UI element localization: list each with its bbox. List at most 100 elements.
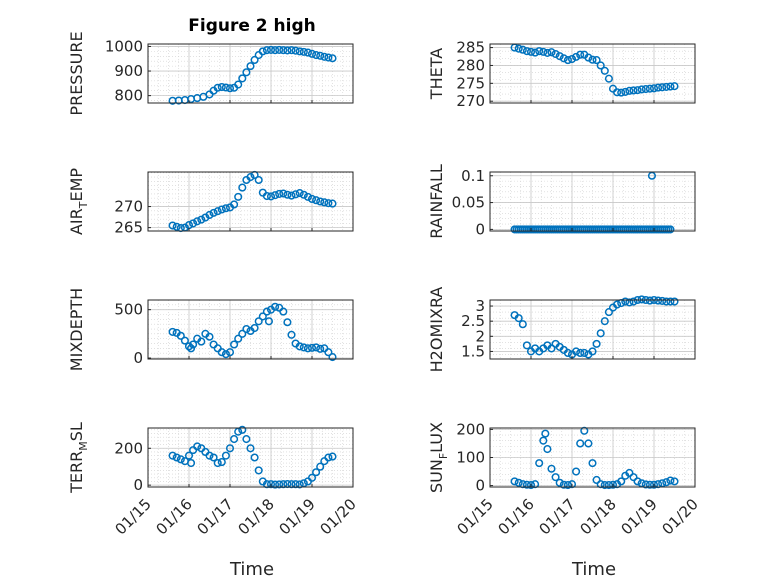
data-point <box>299 47 308 56</box>
data-point <box>307 343 317 352</box>
data-point <box>543 445 552 454</box>
data-point <box>193 442 202 451</box>
data-point <box>666 225 675 234</box>
y-axis-label: TERRMSL <box>67 422 90 494</box>
data-point <box>234 80 243 89</box>
data-point <box>205 451 214 460</box>
data-point <box>168 451 177 460</box>
data-point <box>572 467 581 476</box>
data-point <box>295 342 304 351</box>
data-point <box>254 317 263 326</box>
data-point <box>522 47 531 56</box>
x-tick-label: 01/16 <box>495 495 538 538</box>
data-point <box>287 46 296 55</box>
data-point <box>176 331 185 340</box>
x-tick-label: 01/16 <box>153 495 196 538</box>
y-tick-label: 285 <box>456 39 485 57</box>
y-tick-label: 200 <box>114 439 143 457</box>
data-point <box>547 344 556 353</box>
data-point <box>189 340 198 349</box>
data-point <box>572 52 581 61</box>
y-axis-label: PRESSURE <box>67 31 86 115</box>
axes-background <box>490 300 695 359</box>
data-point <box>588 347 597 356</box>
data-point <box>541 429 550 438</box>
data-point <box>312 196 321 205</box>
data-point <box>312 51 321 60</box>
data-point <box>271 191 280 200</box>
data-point <box>604 480 613 490</box>
data-point <box>649 480 659 489</box>
subplot-rainfall: 0 0.05 0.1 RAINFALL <box>427 164 696 239</box>
data-point <box>205 210 214 220</box>
data-point <box>567 54 577 64</box>
data-point <box>295 189 304 198</box>
data-point <box>234 334 243 343</box>
subplot-sun-flux: 0 100 200 SUNFLUX01/1501/1601/1701/1801/190… <box>427 420 702 538</box>
subplot-mixdepth: 0 500 MIXDEPTH <box>67 288 354 371</box>
data-point <box>645 480 654 489</box>
data-point <box>217 458 226 467</box>
data-point <box>621 297 630 306</box>
y-tick-label: 100 <box>456 449 485 467</box>
data-point <box>539 436 548 445</box>
data-point <box>543 48 552 57</box>
y-tick-label: 0 <box>133 349 143 367</box>
y-tick-label: 2.5 <box>461 312 485 330</box>
data-point <box>303 48 312 57</box>
data-point <box>246 444 255 453</box>
data-point <box>254 466 263 475</box>
data-point <box>328 199 337 208</box>
data-point <box>217 348 226 357</box>
data-point <box>666 476 675 485</box>
data-point <box>324 199 333 208</box>
data-point <box>658 296 667 305</box>
y-tick-label: 2 <box>475 327 485 345</box>
data-point <box>242 324 251 334</box>
data-point <box>168 327 177 336</box>
data-point <box>649 84 659 93</box>
data-point <box>279 189 288 198</box>
y-tick-label: 0.05 <box>452 194 485 212</box>
data-point <box>258 312 267 321</box>
data-point <box>266 192 276 201</box>
subplot-terr-msl: 0 200 TERRMSL 01/1501/1601/1701/1801/1901/2… <box>67 422 360 538</box>
data-point <box>666 82 675 91</box>
data-point <box>189 219 198 228</box>
x-axis-label-left: Time <box>229 559 274 580</box>
data-point <box>217 82 226 92</box>
axes-box <box>147 299 354 360</box>
data-point <box>629 473 638 482</box>
data-point <box>320 198 329 207</box>
data-point <box>613 300 622 309</box>
y-axis-label: H2OMIXRA <box>427 287 446 373</box>
data-point <box>572 347 581 356</box>
data-point <box>299 190 308 199</box>
data-point <box>266 45 276 54</box>
data-point <box>641 85 650 94</box>
x-tick-label: 01/20 <box>659 495 702 538</box>
data-point <box>258 47 267 56</box>
data-point <box>621 87 630 96</box>
data-point <box>184 342 194 351</box>
data-point <box>328 54 337 63</box>
data-point <box>518 45 527 54</box>
data-point <box>633 86 642 95</box>
data-point <box>510 477 519 486</box>
data-point <box>637 295 646 304</box>
data-point <box>299 343 308 352</box>
data-point <box>221 451 230 460</box>
data-point <box>295 480 304 489</box>
x-tick-label: 01/19 <box>618 495 661 538</box>
axes-box <box>489 299 696 360</box>
y-tick-label: 800 <box>114 87 143 105</box>
data-point <box>539 47 548 56</box>
data-point <box>633 477 642 486</box>
data-point <box>266 480 276 489</box>
axes-box <box>147 43 354 104</box>
x-tick-label: 01/20 <box>317 495 360 538</box>
data-point <box>242 435 251 444</box>
x-tick-label: 01/18 <box>577 495 620 538</box>
subplot-h2omixra: 1.522.53 H2OMIXRA <box>427 287 696 373</box>
